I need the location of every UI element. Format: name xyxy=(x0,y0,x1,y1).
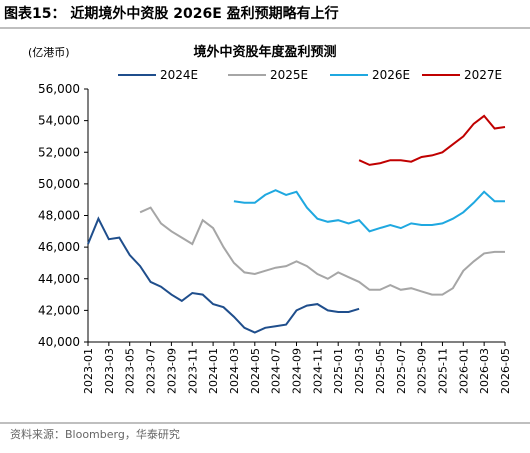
x-tick-label: 2025-09 xyxy=(416,348,429,394)
legend-label: 2025E xyxy=(270,68,308,82)
x-tick-label: 2025-05 xyxy=(374,348,387,394)
x-tick-label: 2024-09 xyxy=(291,348,304,394)
y-tick-label: 44,000 xyxy=(38,272,80,286)
legend-label: 2024E xyxy=(160,68,198,82)
y-tick-label: 52,000 xyxy=(38,145,80,159)
y-tick-label: 48,000 xyxy=(38,209,80,223)
x-tick-label: 2024-05 xyxy=(249,348,262,394)
x-tick-label: 2024-07 xyxy=(270,348,283,394)
x-tick-label: 2023-03 xyxy=(103,348,116,394)
y-tick-label: 40,000 xyxy=(38,335,80,349)
series-line xyxy=(358,114,506,166)
x-tick-label: 2023-11 xyxy=(186,348,199,394)
y-tick-label: 46,000 xyxy=(38,240,80,254)
series-line xyxy=(233,189,505,233)
chart-title: 境外中资股年度盈利预测 xyxy=(193,44,336,60)
legend-label: 2027E xyxy=(464,68,502,82)
x-tick-label: 2023-01 xyxy=(82,348,95,394)
x-tick-label: 2025-01 xyxy=(332,348,345,394)
x-tick-label: 2023-05 xyxy=(124,348,137,394)
x-tick-label: 2025-11 xyxy=(436,348,449,394)
y-tick-label: 50,000 xyxy=(38,177,80,191)
x-tick-label: 2023-09 xyxy=(165,348,178,394)
y-tick-label: 42,000 xyxy=(38,303,80,317)
legend-label: 2026E xyxy=(372,68,410,82)
x-tick-label: 2025-03 xyxy=(353,348,366,394)
series-line xyxy=(87,216,360,334)
series-line xyxy=(139,206,505,296)
unit-label: (亿港币) xyxy=(28,46,70,59)
y-tick-label: 54,000 xyxy=(38,114,80,128)
x-tick-label: 2024-03 xyxy=(228,348,241,394)
x-tick-label: 2023-07 xyxy=(145,348,158,394)
x-tick-label: 2024-01 xyxy=(207,348,220,394)
x-tick-label: 2026-01 xyxy=(457,348,470,394)
x-tick-label: 2026-03 xyxy=(478,348,491,394)
x-tick-label: 2025-07 xyxy=(395,348,408,394)
x-tick-label: 2024-11 xyxy=(311,348,324,394)
header: 图表15： 近期境外中资股 2026E 盈利预期略有上行 xyxy=(4,5,339,22)
source: 资料来源：Bloomberg，华泰研究 xyxy=(10,427,180,441)
x-tick-label: 2026-05 xyxy=(499,348,512,394)
y-tick-label: 56,000 xyxy=(38,82,80,96)
